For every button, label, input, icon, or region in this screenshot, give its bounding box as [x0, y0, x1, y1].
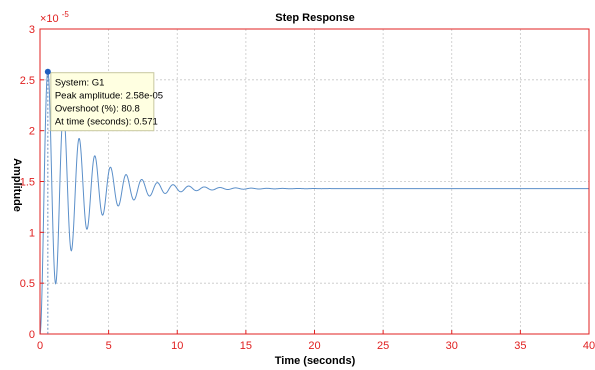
- y-tick-label: 0.5: [20, 278, 35, 290]
- y-axis-exponent-base: ×10: [40, 13, 59, 25]
- y-tick-label: 2.5: [20, 75, 35, 87]
- x-tick-label: 40: [583, 340, 595, 352]
- datatip-overshoot-text: Overshoot (%): 80.8: [55, 104, 140, 115]
- y-tick-label: 1: [29, 227, 35, 239]
- y-tick-label: 1.5: [20, 177, 35, 189]
- grid-layer: [40, 29, 589, 334]
- x-tick-label: 0: [37, 340, 43, 352]
- y-tick-label: 0: [29, 329, 35, 341]
- datatip-system-text: System: G1: [55, 78, 105, 89]
- x-tick-layer: 0 5 10 15 20 25 30 35 40: [37, 330, 595, 352]
- y-axis-exponent-power: -5: [62, 10, 70, 19]
- x-tick-label: 20: [308, 340, 320, 352]
- y-axis-exponent: ×10 -5: [40, 10, 69, 25]
- x-tick-label: 15: [240, 340, 252, 352]
- step-response-line: [39, 70, 589, 335]
- x-tick-label: 10: [171, 340, 183, 352]
- datatip-box: [50, 72, 155, 132]
- y-tick-label: 2: [29, 126, 35, 138]
- x-axis-label: Time (seconds): [275, 355, 356, 367]
- datatip-peak-amplitude-text: Peak amplitude: 2.58e-05: [55, 91, 163, 102]
- x-tick-label: 5: [106, 340, 112, 352]
- x-tick-label: 30: [446, 340, 458, 352]
- y-axis-label: Amplitude: [11, 158, 23, 212]
- x-tick-label: 25: [377, 340, 389, 352]
- datatip-peak-time-text: At time (seconds): 0.571: [55, 117, 158, 128]
- y-tick-label: 3: [29, 24, 35, 36]
- x-tick-label: 35: [514, 340, 526, 352]
- datatip[interactable]: System: G1 Peak amplitude: 2.58e-05 Over…: [44, 68, 163, 334]
- peak-marker[interactable]: [44, 68, 51, 75]
- y-tick-layer: 0 0.5 1 1.5 2 2.5 3: [20, 24, 44, 341]
- chart-title: Step Response: [275, 12, 354, 24]
- series-layer: [39, 70, 589, 335]
